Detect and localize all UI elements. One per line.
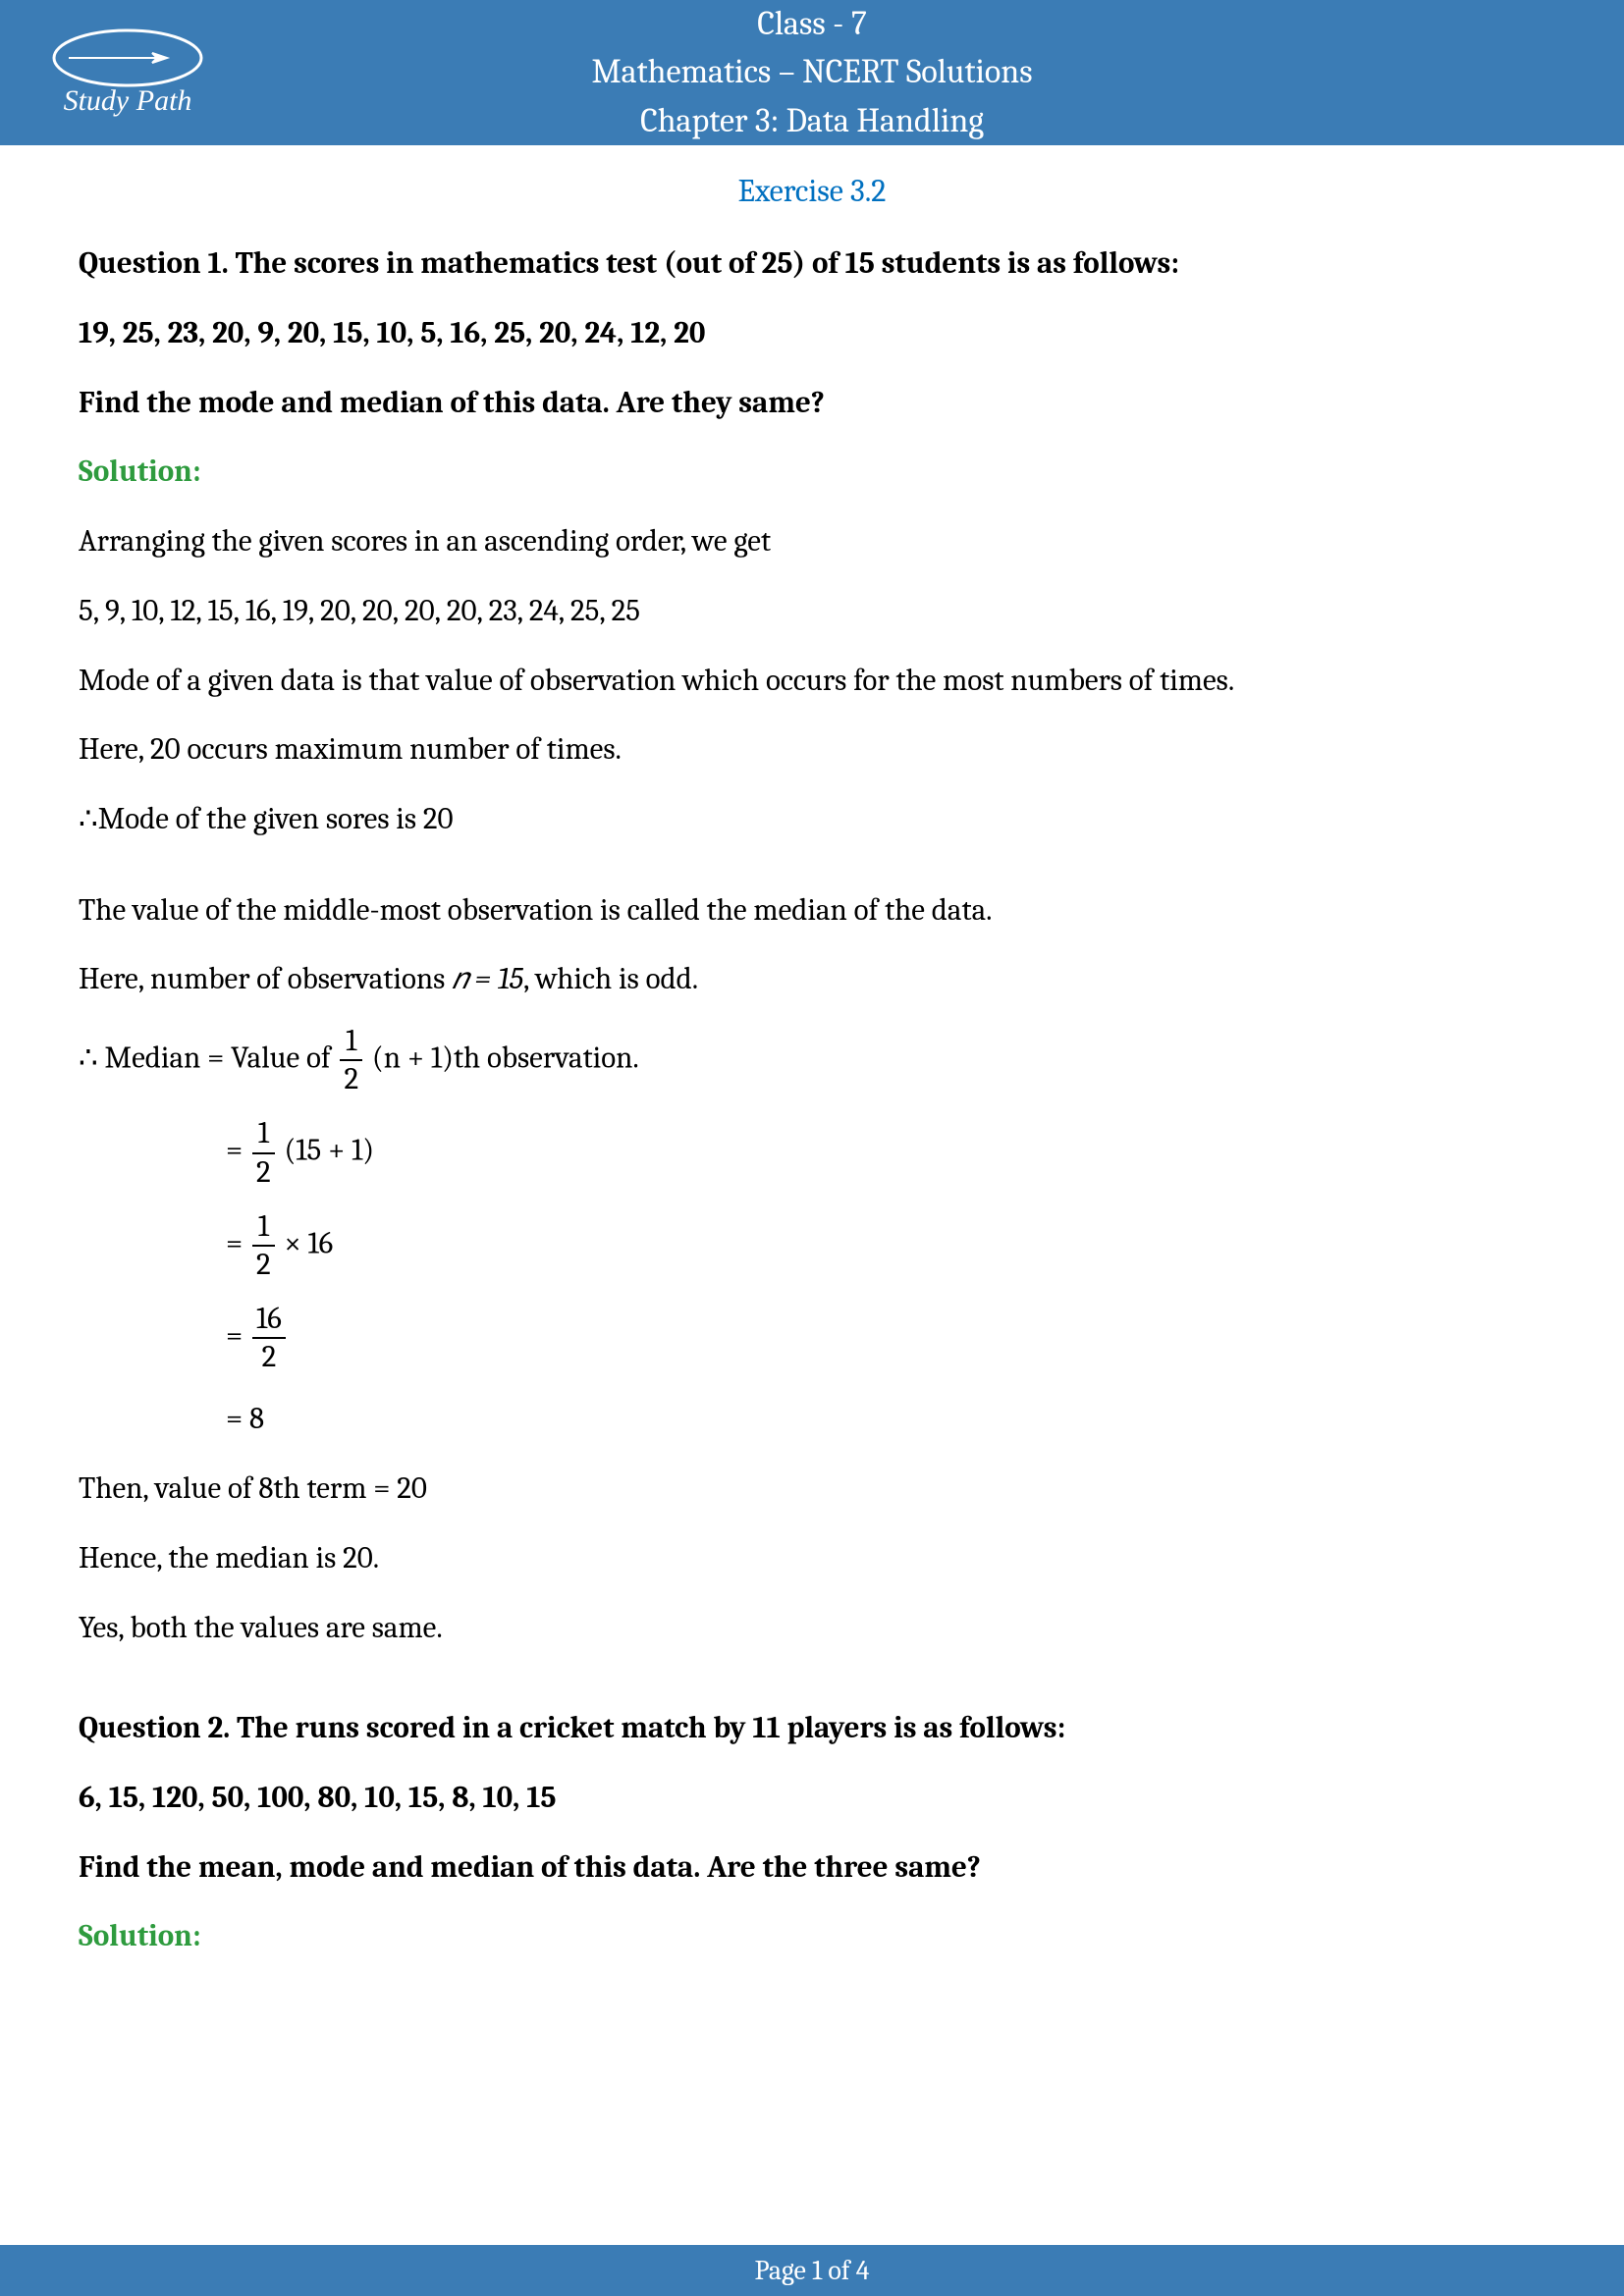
- header-class: Class - 7: [226, 1, 1398, 48]
- q1-prompt: Find the mode and median of this data. A…: [79, 377, 1545, 429]
- q2-heading: Question 2. The runs scored in a cricket…: [79, 1702, 1545, 1754]
- footer-current: 1: [812, 2255, 822, 2286]
- q1-p7-math: 𝑛 = 15: [452, 961, 523, 996]
- frac-half-s2: 1 2: [252, 1208, 275, 1283]
- q1-p9: Hence, the median is 20.: [79, 1532, 1545, 1584]
- page-footer: Page 1 of 4: [0, 2245, 1624, 2296]
- q1-p7: Here, number of observations 𝑛 = 15, whi…: [79, 953, 1545, 1005]
- frac-16-2: 16 2: [252, 1301, 286, 1375]
- footer-pre: Page: [754, 2255, 812, 2286]
- frac-half: 1 2: [340, 1023, 362, 1097]
- step1-post: (15 + 1): [284, 1133, 374, 1168]
- q1-p2: 5, 9, 10, 12, 15, 16, 19, 20, 20, 20, 20…: [79, 585, 1545, 637]
- step2-post: × 16: [278, 1225, 334, 1260]
- q1-solution-label: Solution:: [79, 446, 1545, 498]
- median-post: (n + 1)th observation.: [372, 1040, 639, 1075]
- exercise-title: Exercise 3.2: [79, 165, 1545, 218]
- study-path-logo: Study Path: [29, 19, 226, 127]
- q2-scores: 6, 15, 120, 50, 100, 80, 10, 15, 8, 10, …: [79, 1772, 1545, 1824]
- q1-step2: = 1 2 × 16: [79, 1208, 1545, 1283]
- frac-half-s1: 1 2: [252, 1115, 275, 1190]
- q1-step3: = 16 2: [79, 1301, 1545, 1375]
- footer-mid: of: [822, 2255, 856, 2286]
- q1-p3: Mode of a given data is that value of ob…: [79, 655, 1545, 707]
- q1-p8: Then, value of 8th term = 20: [79, 1463, 1545, 1515]
- q1-p10: Yes, both the values are same.: [79, 1602, 1545, 1654]
- main-content: Exercise 3.2 Question 1. The scores in m…: [0, 145, 1624, 1962]
- median-pre: ∴ Median = Value of: [79, 1040, 337, 1075]
- header-title-block: Class - 7 Mathematics – NCERT Solutions …: [226, 0, 1595, 146]
- footer-total: 4: [856, 2255, 870, 2286]
- svg-text:Study Path: Study Path: [64, 84, 192, 117]
- q2-solution-label: Solution:: [79, 1910, 1545, 1962]
- q1-step4: = 8: [79, 1393, 1545, 1445]
- q1-scores: 19, 25, 23, 20, 9, 20, 15, 10, 5, 16, 25…: [79, 307, 1545, 359]
- q2-block: Question 2. The runs scored in a cricket…: [79, 1702, 1545, 1962]
- q1-p6: The value of the middle-most observation…: [79, 884, 1545, 936]
- q1-p1: Arranging the given scores in an ascendi…: [79, 515, 1545, 567]
- q1-median-formula: ∴ Median = Value of 1 2 (n + 1)th observ…: [79, 1023, 1545, 1097]
- q1-p4: Here, 20 occurs maximum number of times.: [79, 723, 1545, 775]
- q1-p7-post: , which is odd.: [523, 961, 698, 996]
- q1-step1: = 1 2 (15 + 1): [79, 1115, 1545, 1190]
- page-header: Study Path Class - 7 Mathematics – NCERT…: [0, 0, 1624, 145]
- q1-p7-pre: Here, number of observations: [79, 961, 452, 996]
- header-chapter: Chapter 3: Data Handling: [226, 98, 1398, 145]
- q2-prompt: Find the mean, mode and median of this d…: [79, 1842, 1545, 1894]
- q1-p5: ∴Mode of the given sores is 20: [79, 793, 1545, 845]
- header-subject: Mathematics – NCERT Solutions: [226, 49, 1398, 96]
- q1-heading: Question 1. The scores in mathematics te…: [79, 238, 1545, 290]
